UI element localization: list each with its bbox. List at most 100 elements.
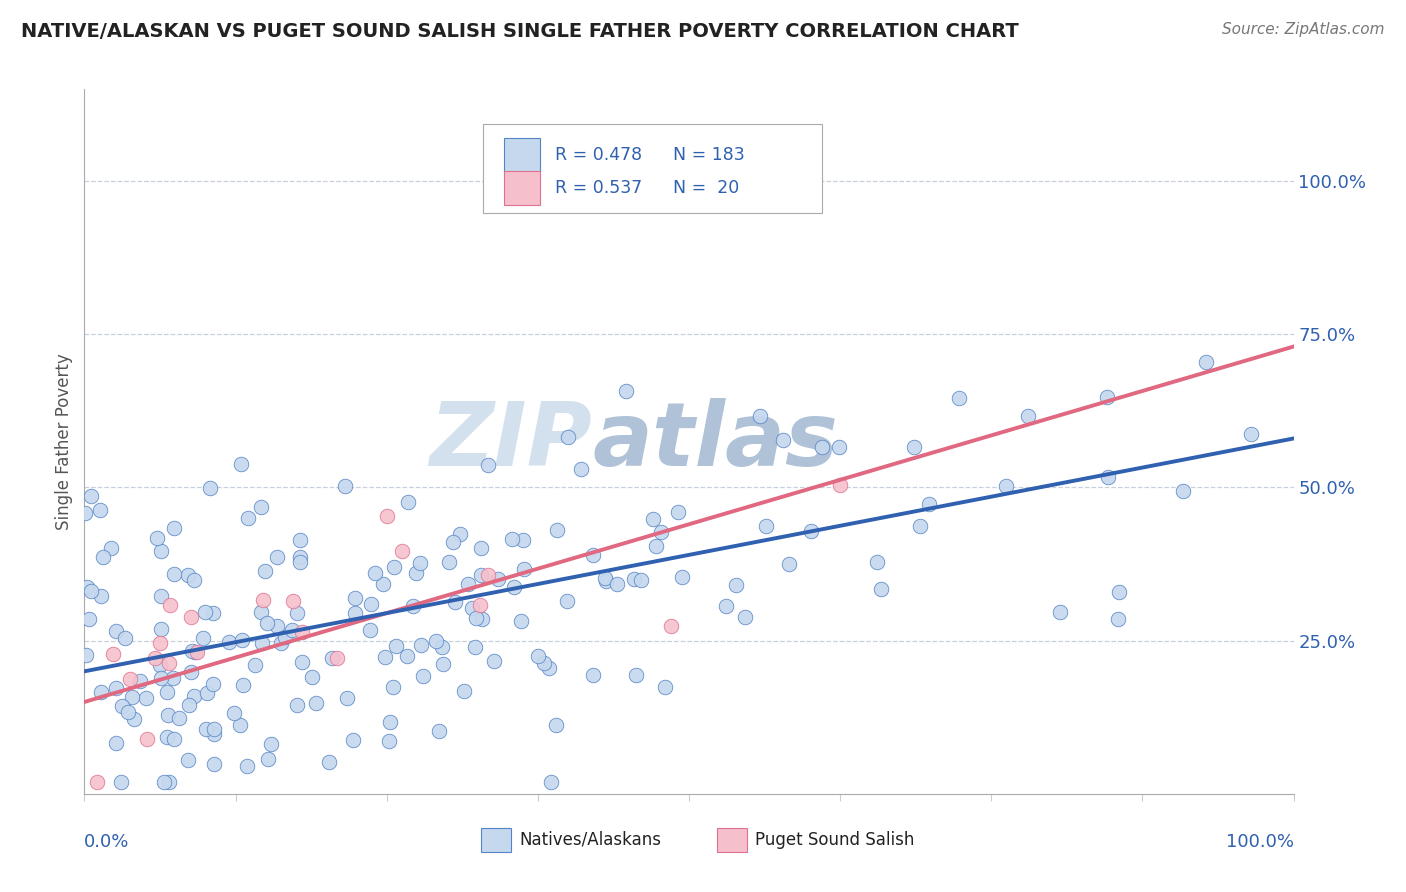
Point (76, 580, 98, 594)
Point (342, 733, 364, 747)
Point (110, 774, 132, 789)
Point (1097, 469, 1119, 483)
Point (318, 755, 340, 769)
Point (1017, 409, 1039, 423)
Point (288, 550, 311, 565)
Point (643, 512, 665, 526)
Point (80, 583, 103, 598)
Point (250, 606, 273, 620)
Point (512, 533, 534, 548)
Point (291, 625, 314, 640)
Point (749, 409, 772, 424)
Point (1108, 585, 1130, 599)
Point (995, 479, 1018, 493)
Text: R = 0.537: R = 0.537 (555, 179, 643, 197)
Point (382, 560, 405, 574)
Point (408, 556, 430, 570)
Point (810, 441, 832, 455)
Point (555, 594, 578, 608)
Point (471, 612, 494, 626)
Point (623, 572, 645, 586)
Point (194, 605, 217, 619)
Point (582, 549, 605, 563)
Point (409, 638, 432, 652)
Point (1195, 355, 1218, 369)
Point (828, 440, 851, 454)
Point (377, 509, 399, 524)
Point (232, 678, 254, 692)
Point (470, 567, 492, 582)
Point (148, 658, 170, 673)
Point (659, 618, 682, 632)
Point (202, 676, 225, 690)
Point (291, 655, 314, 669)
Point (177, 753, 200, 767)
Point (714, 599, 737, 614)
Point (378, 733, 401, 747)
Point (183, 573, 205, 587)
Point (157, 708, 180, 723)
Point (444, 595, 467, 609)
Point (117, 705, 139, 719)
Point (477, 458, 499, 472)
Point (305, 696, 328, 710)
Point (486, 572, 509, 586)
Point (595, 574, 617, 588)
Point (671, 570, 693, 584)
Point (180, 665, 202, 679)
Text: NATIVE/ALASKAN VS PUGET SOUND SALISH SINGLE FATHER POVERTY CORRELATION CHART: NATIVE/ALASKAN VS PUGET SOUND SALISH SIN… (21, 22, 1019, 41)
Point (725, 578, 748, 592)
Point (503, 580, 526, 594)
Point (533, 656, 555, 670)
Point (460, 600, 482, 615)
Point (301, 670, 323, 684)
FancyBboxPatch shape (484, 124, 823, 212)
Point (143, 651, 166, 665)
Point (828, 478, 851, 492)
Point (274, 630, 297, 644)
Point (153, 774, 176, 789)
Point (593, 571, 616, 585)
Point (149, 543, 172, 558)
Point (120, 673, 142, 687)
Point (381, 680, 404, 694)
Point (343, 607, 366, 621)
Point (124, 712, 146, 726)
Text: Puget Sound Salish: Puget Sound Salish (755, 830, 915, 848)
Point (200, 481, 222, 495)
Point (149, 623, 172, 637)
Point (281, 624, 304, 638)
Point (606, 577, 628, 591)
Point (778, 558, 800, 572)
Point (666, 505, 689, 519)
Text: N = 183: N = 183 (673, 145, 745, 164)
Text: atlas: atlas (592, 398, 838, 485)
Point (396, 494, 419, 508)
Point (427, 724, 450, 739)
Point (374, 649, 396, 664)
Point (384, 639, 406, 653)
Point (186, 645, 208, 659)
Point (90, 589, 112, 603)
Point (614, 384, 637, 398)
Point (202, 606, 225, 620)
Point (650, 525, 672, 540)
Point (163, 566, 186, 581)
Point (254, 565, 277, 579)
Point (1171, 484, 1194, 499)
Point (510, 614, 533, 628)
Point (156, 730, 179, 744)
Point (470, 598, 492, 612)
Point (86, 774, 108, 789)
Point (149, 636, 172, 650)
Point (626, 668, 648, 682)
Point (290, 533, 312, 547)
Point (482, 654, 505, 668)
Point (77, 612, 100, 626)
Point (430, 640, 453, 654)
Point (412, 669, 434, 683)
Point (162, 671, 184, 685)
Point (288, 555, 311, 569)
Point (111, 699, 134, 714)
Point (150, 671, 173, 685)
